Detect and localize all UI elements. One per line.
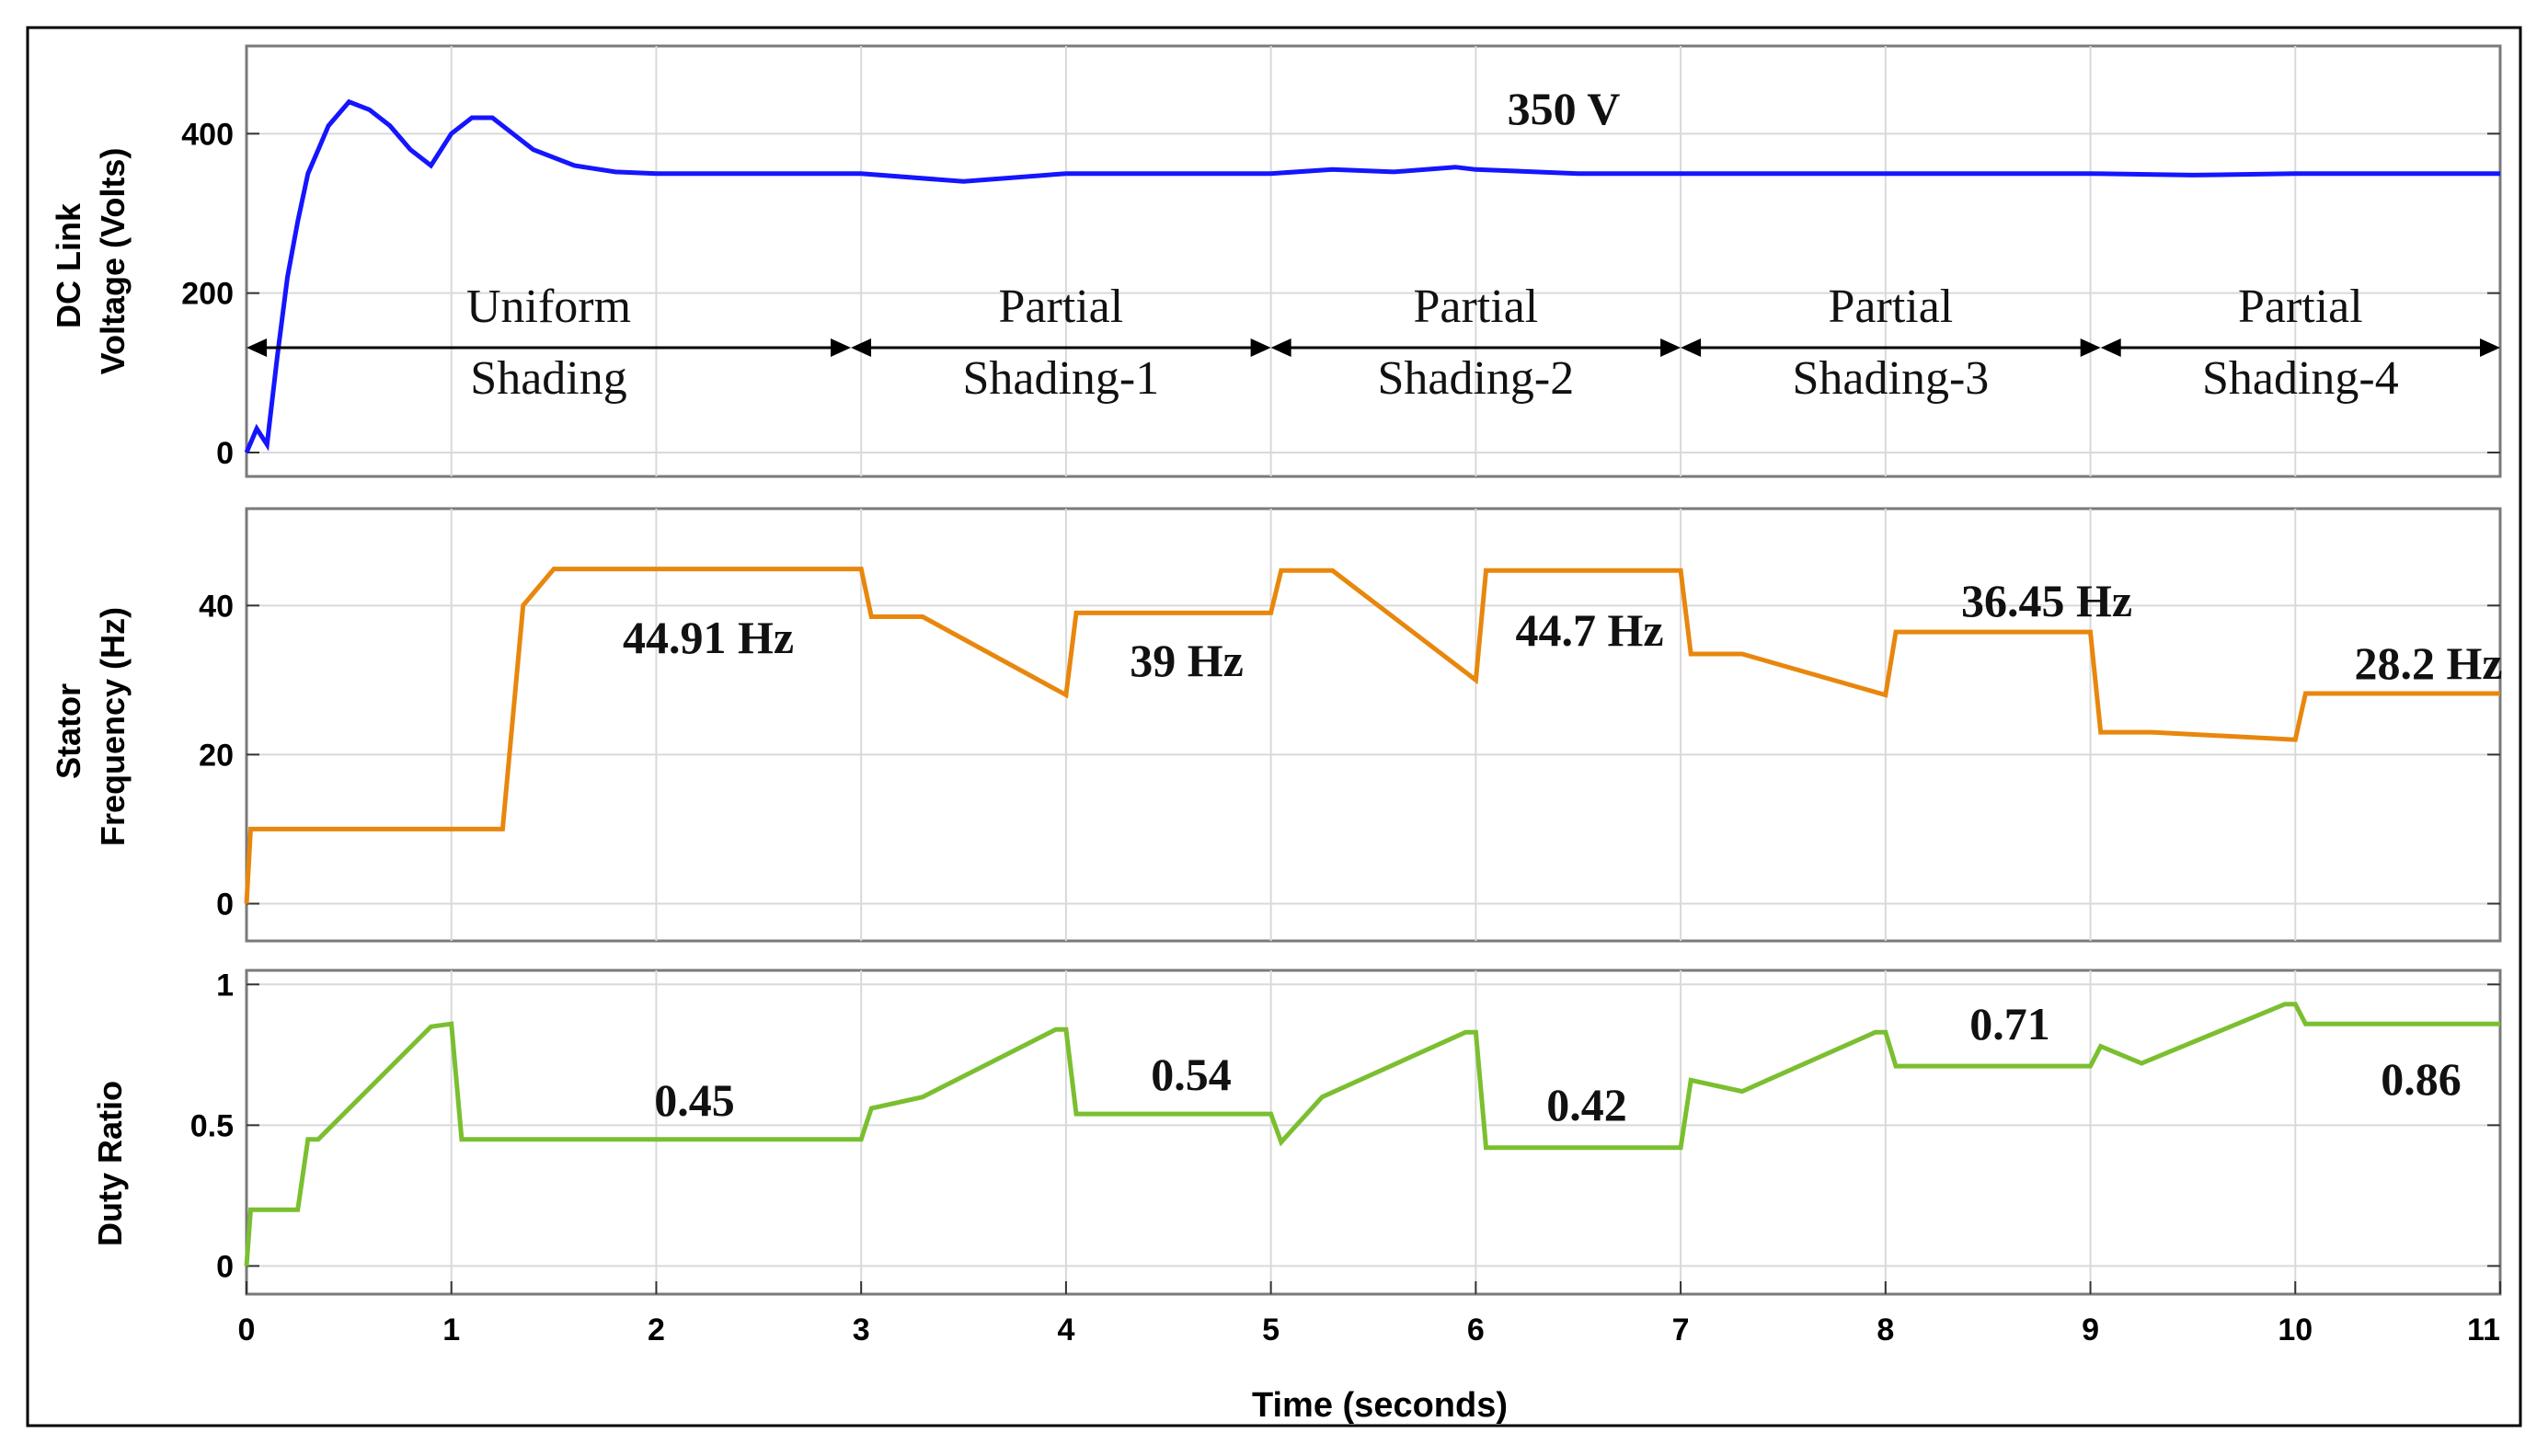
xtick-label: 0 bbox=[238, 1313, 256, 1347]
xtick-label: 5 bbox=[1262, 1313, 1280, 1347]
region-label-line-2: Shading-2 bbox=[1377, 352, 1574, 405]
arrowhead-left bbox=[2100, 338, 2121, 357]
arrowhead-left bbox=[1681, 338, 1702, 357]
ylabel-dc-link-line-2: Voltage (Volts) bbox=[94, 148, 132, 375]
region-label-line-1: Partial bbox=[998, 281, 1123, 333]
series-line-dc-link-voltage bbox=[244, 98, 2500, 453]
ytick-label: 200 bbox=[181, 277, 234, 312]
region-label-line-1: Partial bbox=[2238, 281, 2363, 333]
annotation-duty-3: 0.71 bbox=[1969, 998, 2050, 1049]
region-label-line-1: Uniform bbox=[466, 281, 631, 333]
panel-stator: 0 20 40 Stator Frequency (Hz) 44.91 Hz 39 … bbox=[50, 507, 2503, 943]
plot-area-stator bbox=[245, 507, 2502, 943]
ylabel-stator: Stator Frequency (Hz) bbox=[50, 607, 132, 846]
series-line-duty-ratio bbox=[244, 1002, 2500, 1267]
ylabel-stator-line-1: Stator bbox=[50, 683, 87, 779]
xtick-label: 4 bbox=[1057, 1313, 1074, 1347]
panel-dc-link: 0 200 400 DC Link Voltage (Volts) 350 V Un… bbox=[50, 44, 2502, 478]
arrowhead-right bbox=[1250, 338, 1271, 357]
ytick-label: 0.5 bbox=[190, 1108, 234, 1143]
ylabel-dc-link: DC Link Voltage (Volts) bbox=[50, 148, 132, 375]
annotation-duty-1: 0.54 bbox=[1151, 1049, 1232, 1100]
xtick-label: 2 bbox=[648, 1313, 665, 1347]
ytick-label: 400 bbox=[181, 117, 234, 152]
xtick-label: 8 bbox=[1877, 1313, 1894, 1347]
annotation-350v: 350 V bbox=[1508, 83, 1621, 134]
ytick-label: 1 bbox=[216, 968, 234, 1003]
region-label-line-2: Shading bbox=[470, 352, 626, 405]
xtick-label: 1 bbox=[442, 1313, 460, 1347]
xlabel: Time (seconds) bbox=[1252, 1386, 1508, 1425]
annotation-stator-2: 44.7 Hz bbox=[1515, 604, 1663, 656]
annotation-stator-0: 44.91 Hz bbox=[623, 612, 794, 663]
arrowhead-right bbox=[2080, 338, 2101, 357]
xtick-label: 11 bbox=[2467, 1313, 2500, 1347]
xtick-label: 10 bbox=[2278, 1313, 2313, 1347]
ytick-label: 20 bbox=[199, 738, 234, 773]
arrowhead-right bbox=[2480, 338, 2500, 357]
shading-regions: Uniform Shading Partial Shading-1 Partial Sha… bbox=[247, 281, 2500, 405]
grid-stator bbox=[247, 509, 2500, 941]
annotation-duty-0: 0.45 bbox=[654, 1074, 735, 1126]
series-line-stator-frequency bbox=[244, 567, 2500, 904]
plot-area-dc-link bbox=[245, 44, 2502, 478]
grid-dc-link bbox=[247, 46, 2500, 476]
annotation-stator-1: 39 Hz bbox=[1130, 635, 1244, 686]
arrowhead-left bbox=[247, 338, 267, 357]
arrowhead-right bbox=[831, 338, 852, 357]
xtick-label: 7 bbox=[1672, 1313, 1690, 1347]
arrowhead-left bbox=[851, 338, 872, 357]
yticks-stator: 0 20 40 bbox=[199, 589, 2500, 922]
xtick-label: 6 bbox=[1467, 1313, 1485, 1347]
region-label-line-2: Shading-3 bbox=[1793, 352, 1990, 405]
region-label-line-1: Partial bbox=[1829, 281, 1954, 333]
region-label-line-2: Shading-4 bbox=[2202, 352, 2399, 405]
ytick-label: 0 bbox=[216, 1249, 234, 1284]
plot-area-duty bbox=[245, 969, 2502, 1296]
panel-duty: 00.51 Duty Ratio 0.45 0.54 0.42 0.71 0.8… bbox=[91, 968, 2502, 1425]
ylabel-dc-link-line-1: DC Link bbox=[50, 202, 87, 328]
ylabel-duty: Duty Ratio bbox=[91, 1081, 129, 1246]
annotation-stator-3: 36.45 Hz bbox=[1961, 575, 2132, 626]
region-label-line-1: Partial bbox=[1413, 281, 1538, 333]
annotation-duty-2: 0.42 bbox=[1546, 1079, 1627, 1130]
xticks: 0 1 2 3 4 5 6 7 8 9 10 11 bbox=[238, 1281, 2501, 1347]
ytick-label: 0 bbox=[216, 436, 234, 471]
yticks-dc-link: 0 200 400 bbox=[181, 117, 2500, 471]
annotation-stator-4: 28.2 Hz bbox=[2354, 637, 2502, 689]
ylabel-stator-line-2: Frequency (Hz) bbox=[94, 607, 132, 846]
yticks-duty: 00.51 bbox=[190, 968, 2500, 1284]
arrowhead-left bbox=[1270, 338, 1291, 357]
annotation-duty-4: 0.86 bbox=[2381, 1053, 2462, 1105]
arrowhead-right bbox=[1660, 338, 1681, 357]
xtick-label: 3 bbox=[853, 1313, 870, 1347]
xtick-label: 9 bbox=[2082, 1313, 2099, 1347]
region-label-line-2: Shading-1 bbox=[962, 352, 1159, 405]
ytick-label: 0 bbox=[216, 887, 234, 922]
ytick-label: 40 bbox=[199, 589, 234, 624]
